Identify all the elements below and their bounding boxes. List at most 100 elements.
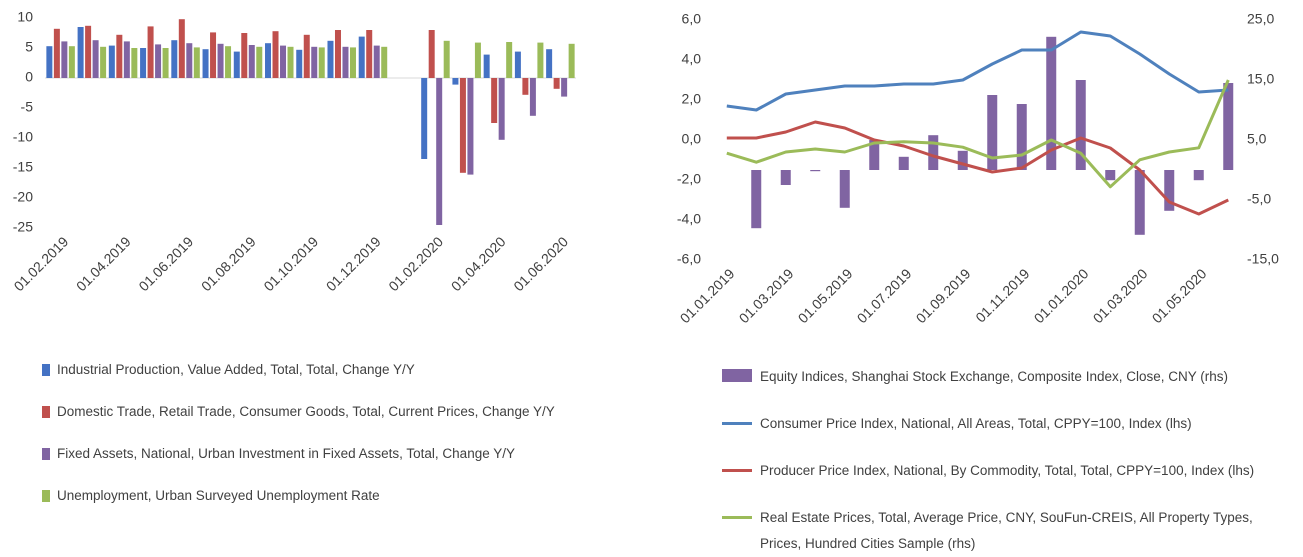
bar (780, 170, 791, 185)
bar (381, 46, 388, 78)
y-tick-label: -20 (13, 189, 33, 205)
y-tick-label: -15 (13, 159, 33, 175)
legend-swatch (42, 490, 50, 502)
bar (225, 46, 232, 78)
bar (349, 47, 356, 78)
bar (568, 43, 575, 78)
legend-label: Unemployment, Urban Surveyed Unemploymen… (57, 488, 380, 503)
y-tick-label: 0 (25, 69, 33, 85)
bar (77, 27, 84, 78)
bar (296, 49, 303, 78)
bar (287, 46, 294, 78)
x-tick-label: 01.01.2020 (1031, 265, 1092, 326)
bar (1164, 170, 1175, 211)
bar (459, 78, 466, 173)
x-tick-label: 01.05.2019 (795, 265, 856, 326)
bar (839, 170, 850, 208)
bar (210, 32, 217, 78)
bar (241, 33, 248, 78)
x-tick-label: 01.06.2019 (135, 233, 196, 294)
y-tick-label: 0,0 (682, 131, 702, 147)
line (726, 79, 1230, 189)
legend-label: Fixed Assets, National, Urban Investment… (57, 446, 515, 461)
bar (186, 43, 193, 78)
bar (546, 49, 553, 78)
x-tick-label: 01.09.2019 (913, 265, 974, 326)
x-tick-label: 01.01.2019 (677, 265, 738, 326)
bar (957, 150, 968, 170)
legend-swatch (722, 469, 752, 472)
bar (443, 40, 450, 78)
legend-entry: Industrial Production, Value Added, Tota… (42, 360, 602, 402)
y2-tick-label: -5,0 (1247, 191, 1271, 207)
bar (140, 48, 147, 78)
x-tick-label: 01.02.2019 (10, 233, 71, 294)
y-tick-label: -10 (13, 129, 33, 145)
bar (898, 156, 909, 170)
legend-entry: Consumer Price Index, National, All Area… (722, 411, 1282, 458)
legend-label: Equity Indices, Shanghai Stock Exchange,… (760, 369, 1228, 384)
y-tick-label: 5 (25, 39, 33, 55)
bar (987, 95, 998, 170)
bar (131, 48, 138, 78)
legend-label: Producer Price Index, National, By Commo… (760, 463, 1255, 478)
bar (85, 25, 92, 78)
bar (506, 42, 513, 78)
bar (421, 78, 428, 159)
y-tick-label: 10 (17, 9, 33, 25)
legend-entry: Domestic Trade, Retail Trade, Consumer G… (42, 402, 602, 444)
bar (202, 49, 209, 78)
bar (869, 140, 880, 170)
bar (100, 46, 107, 78)
bar (553, 78, 560, 89)
x-tick-label: 01.10.2019 (260, 233, 321, 294)
bar (1134, 170, 1145, 235)
bar (256, 46, 263, 78)
legend-swatch (42, 406, 50, 418)
bar (810, 170, 821, 172)
legend-swatch (42, 364, 50, 376)
line (726, 120, 1229, 216)
y-tick-label: 6,0 (682, 11, 702, 27)
y2-tick-label: -15,0 (1247, 251, 1279, 267)
bar (366, 30, 373, 78)
bar (522, 78, 529, 95)
bar (358, 36, 365, 78)
legend-swatch (42, 448, 50, 460)
bar (1105, 170, 1116, 181)
legend-swatch (722, 422, 752, 425)
legend-label: Domestic Trade, Retail Trade, Consumer G… (57, 404, 555, 419)
bar (474, 42, 481, 78)
x-tick-label: 01.08.2019 (198, 233, 259, 294)
bar (1193, 170, 1204, 181)
bar (428, 30, 435, 78)
x-tick-label: 01.02.2020 (385, 233, 446, 294)
bar (68, 46, 75, 78)
bar (452, 78, 459, 85)
bar (155, 44, 162, 78)
bar (483, 54, 490, 78)
x-tick-label: 01.03.2019 (736, 265, 797, 326)
bar (436, 78, 443, 225)
y2-tick-label: 15,0 (1247, 71, 1274, 87)
y2-tick-label: 5,0 (1247, 131, 1267, 147)
bar (233, 51, 240, 78)
x-tick-label: 01.06.2020 (510, 233, 571, 294)
bar (46, 46, 53, 78)
y-tick-label: -6,0 (677, 251, 701, 267)
legend-entry: Fixed Assets, National, Urban Investment… (42, 444, 602, 486)
legend: Industrial Production, Value Added, Tota… (42, 360, 602, 528)
bar (1075, 80, 1086, 170)
bar (248, 45, 255, 78)
bar (280, 45, 287, 78)
x-tick-label: 01.04.2019 (73, 233, 134, 294)
bar (53, 28, 60, 78)
legend-swatch (722, 516, 752, 519)
legend-label: Industrial Production, Value Added, Tota… (57, 362, 415, 377)
bar (928, 135, 939, 170)
x-tick-label: 01.04.2020 (448, 233, 509, 294)
bar (92, 40, 99, 78)
y-tick-label: -4,0 (677, 211, 701, 227)
bar (272, 31, 279, 78)
